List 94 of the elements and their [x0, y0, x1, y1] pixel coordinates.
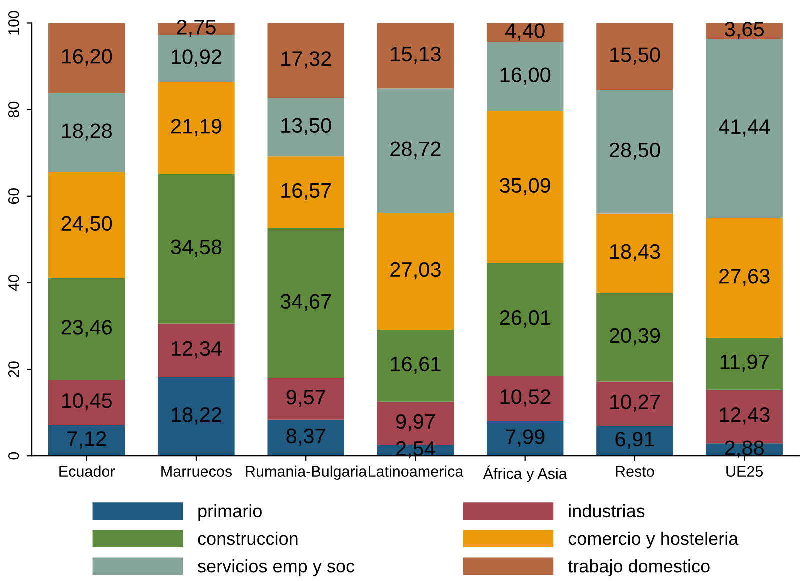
x-tick-label: Latinoamerica	[368, 466, 464, 478]
data-label: 3,65	[725, 22, 764, 40]
bar	[486, 376, 564, 422]
data-label: 16,00	[500, 68, 551, 85]
bar	[486, 111, 564, 264]
bar	[596, 382, 674, 426]
x-tick-label: Ecuador	[60, 466, 116, 478]
bar	[486, 42, 564, 112]
x-tick-label: Resto	[616, 466, 654, 478]
bar	[48, 172, 126, 278]
data-label: 18,28	[62, 124, 112, 141]
data-label: 26,01	[500, 310, 550, 328]
data-label: 16,20	[62, 49, 112, 66]
bar	[596, 293, 674, 382]
data-label: 34,58	[171, 240, 222, 258]
bar	[706, 218, 783, 338]
data-label: 28,50	[610, 142, 660, 160]
x-tick-label: UE25	[726, 466, 764, 478]
data-label: 27,63	[720, 269, 770, 286]
y-tick-label: 100	[8, 11, 20, 35]
data-label: 9,97	[396, 414, 435, 432]
bar	[596, 90, 674, 214]
bar	[486, 263, 564, 376]
data-label: 13,50	[282, 118, 332, 136]
bar	[268, 420, 344, 456]
data-label: 17,32	[282, 52, 332, 69]
data-label: 12,43	[720, 408, 770, 425]
data-label: 35,09	[500, 178, 550, 196]
bar	[706, 338, 783, 390]
data-label: 11,97	[720, 354, 769, 372]
data-label: 2,75	[177, 20, 216, 38]
bar	[486, 422, 564, 456]
x-tick-label: Marruecos	[162, 466, 232, 478]
bar	[706, 39, 783, 218]
bar	[377, 213, 454, 330]
bar	[596, 214, 674, 294]
legend-label: trabajo domestico	[568, 560, 710, 576]
data-label: 34,67	[280, 294, 332, 312]
y-tick-label: 40	[8, 275, 20, 292]
data-label: 6,91	[616, 432, 654, 450]
data-label: 24,50	[62, 216, 112, 234]
bar	[377, 330, 454, 402]
legend-label: servicios emp y soc	[198, 560, 355, 576]
x-tick-label: Rumania-Bulgaria	[246, 466, 368, 480]
y-tick-label: 60	[8, 188, 20, 204]
data-label: 21,19	[171, 119, 222, 136]
data-label: 18,22	[172, 407, 222, 425]
data-label: 9,57	[286, 390, 326, 408]
data-label: 10,27	[610, 394, 660, 412]
bar	[596, 426, 674, 456]
data-label: 28,72	[390, 142, 441, 159]
bar	[268, 228, 344, 378]
legend-label: comercio y hosteleria	[568, 532, 739, 549]
data-label: 15,13	[391, 46, 441, 64]
bar	[268, 156, 344, 228]
data-label: 23,46	[62, 320, 112, 338]
bar	[377, 88, 454, 214]
data-label: 7,12	[68, 432, 106, 449]
data-label: 10,45	[62, 393, 112, 411]
data-label: 20,39	[610, 328, 660, 346]
bar	[377, 23, 454, 89]
data-label: 15,50	[610, 48, 660, 65]
legend-label: construccion	[198, 532, 298, 546]
y-tick-label: 20	[8, 362, 20, 378]
bar	[48, 23, 126, 94]
bar	[48, 278, 126, 380]
data-label: 8,37	[286, 428, 326, 446]
bar	[268, 23, 344, 98]
bar	[158, 377, 235, 456]
bar	[158, 174, 235, 324]
legend-label: industrias	[569, 504, 645, 518]
data-label: 10,52	[500, 390, 550, 407]
data-label: 4,40	[506, 24, 545, 41]
data-label: 10,92	[172, 50, 222, 67]
data-label: 16,61	[391, 356, 441, 374]
bar	[268, 98, 344, 157]
y-tick-label: 0	[8, 452, 20, 460]
data-label: 27,03	[390, 262, 441, 280]
data-label: 7,99	[506, 430, 545, 447]
legend-label: primario	[198, 504, 262, 522]
data-label: 41,44	[719, 120, 770, 137]
bar	[48, 425, 126, 456]
data-label: 18,43	[610, 244, 660, 262]
data-label: 12,34	[172, 341, 222, 359]
bar	[48, 380, 126, 426]
x-tick-label: África y Asia	[483, 466, 568, 482]
bar	[158, 324, 235, 378]
bar	[596, 23, 674, 90]
bar	[48, 93, 126, 172]
data-label: 16,57	[282, 183, 332, 201]
y-tick-label: 80	[8, 102, 20, 118]
bar	[158, 82, 235, 174]
bar	[268, 378, 344, 420]
data-label: 2,88	[725, 440, 764, 458]
